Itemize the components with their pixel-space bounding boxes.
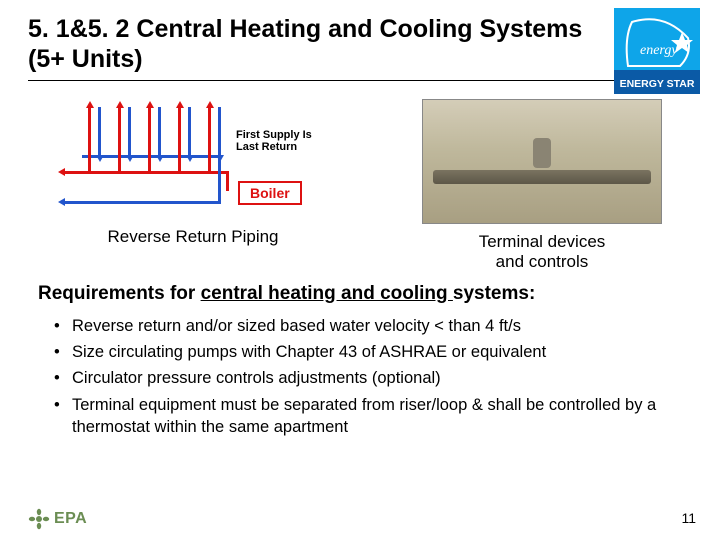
reverse-return-diagram: First Supply Is Last Return Boiler: [58, 99, 328, 219]
subheading-underline: central heating and cooling: [201, 283, 453, 304]
list-item: Size circulating pumps with Chapter 43 o…: [54, 341, 674, 363]
boiler-box: Boiler: [238, 181, 302, 205]
diagram-caption: Reverse Return Piping: [107, 227, 278, 247]
terminal-device-photo: [422, 99, 662, 224]
bullet-list: Reverse return and/or sized based water …: [54, 315, 674, 438]
epa-text: EPA: [54, 510, 87, 528]
subheading-suffix: systems:: [453, 283, 535, 304]
photo-caption: Terminal devices and controls: [479, 232, 606, 273]
diagram-label-line2: Last Return: [236, 141, 297, 153]
header: 5. 1&5. 2 Central Heating and Cooling Sy…: [28, 14, 692, 81]
images-row: First Supply Is Last Return Boiler Rever…: [58, 99, 662, 273]
diagram-block: First Supply Is Last Return Boiler Rever…: [58, 99, 328, 247]
epa-flower-icon: [28, 508, 50, 530]
epa-logo: EPA: [28, 508, 87, 530]
subheading-prefix: Requirements for: [38, 283, 201, 304]
photo-caption-line2: and controls: [496, 252, 589, 271]
svg-text:energy: energy: [640, 43, 678, 58]
list-item: Reverse return and/or sized based water …: [54, 315, 674, 337]
sub-heading: Requirements for central heating and coo…: [38, 283, 682, 305]
photo-caption-line1: Terminal devices: [479, 232, 606, 251]
photo-block: Terminal devices and controls: [422, 99, 662, 273]
diagram-label: First Supply Is Last Return: [236, 129, 312, 153]
list-item: Circulator pressure controls adjustments…: [54, 367, 674, 389]
list-item: Terminal equipment must be separated fro…: [54, 394, 674, 439]
energy-star-logo: energy ENERGY STAR: [614, 8, 700, 94]
diagram-label-line1: First Supply Is: [236, 129, 312, 141]
svg-text:ENERGY STAR: ENERGY STAR: [620, 78, 695, 90]
page-title: 5. 1&5. 2 Central Heating and Cooling Sy…: [28, 14, 592, 74]
slide: 5. 1&5. 2 Central Heating and Cooling Sy…: [0, 0, 720, 540]
page-number: 11: [681, 510, 696, 526]
